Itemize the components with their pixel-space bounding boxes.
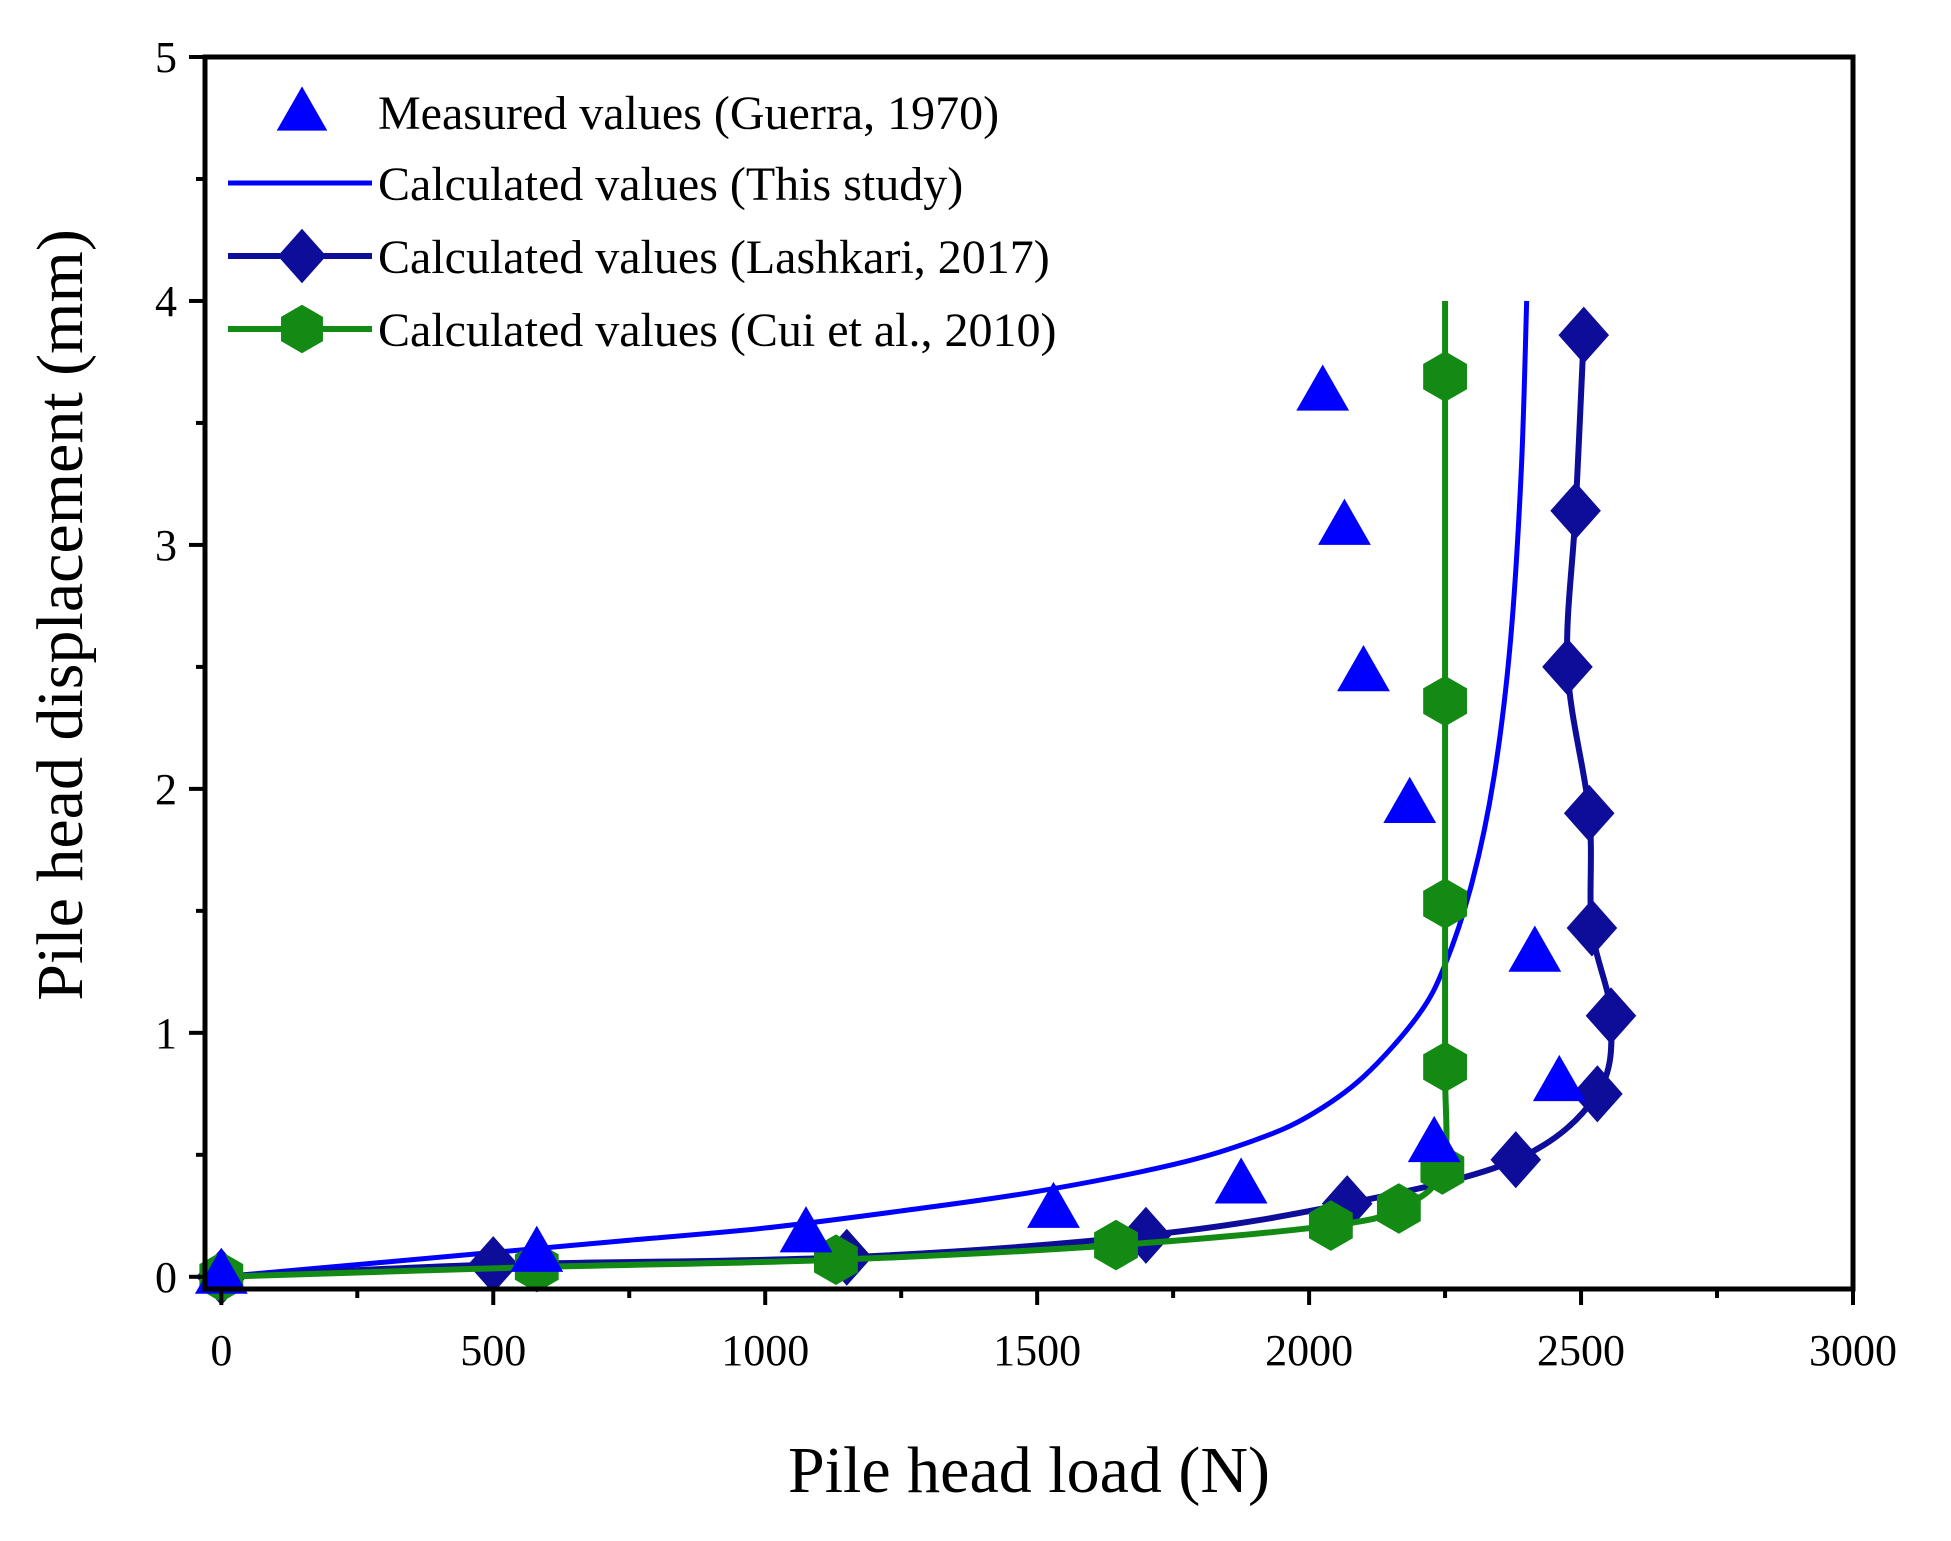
data-point xyxy=(1423,878,1467,929)
plot-frame xyxy=(202,54,1856,1292)
data-point xyxy=(1296,364,1350,411)
data-point xyxy=(1508,925,1562,972)
legend-marker xyxy=(281,304,323,354)
data-point xyxy=(1407,1115,1461,1163)
y-tick-label: 4 xyxy=(155,277,177,326)
data-point xyxy=(1572,1065,1623,1123)
legend: Measured values (Guerra, 1970) Calculated… xyxy=(228,86,1056,357)
legend-item: Calculated values (This study) xyxy=(228,158,963,211)
data-point xyxy=(510,1225,564,1272)
data-point xyxy=(1027,1181,1080,1228)
legend-label: Measured values (Guerra, 1970) xyxy=(378,87,999,140)
y-tick-label: 2 xyxy=(155,765,177,814)
x-tick-label: 500 xyxy=(460,1326,526,1375)
series-measured-values-guerra-1970 xyxy=(194,364,1586,1294)
y-tick-label: 3 xyxy=(155,521,177,570)
x-tick-label: 2500 xyxy=(1537,1326,1625,1375)
data-point xyxy=(1558,306,1610,364)
x-tick-label: 2000 xyxy=(1265,1326,1353,1375)
series-line xyxy=(221,300,1530,1280)
x-tick-label: 3000 xyxy=(1809,1326,1897,1375)
legend-item: Measured values (Guerra, 1970) xyxy=(276,86,999,140)
data-point xyxy=(1383,776,1437,823)
legend-marker xyxy=(276,86,328,131)
data-point xyxy=(1423,351,1467,402)
y-axis-title: Pile head displacement (mm) xyxy=(24,229,97,1001)
data-point xyxy=(467,1236,519,1294)
x-tick-label: 0 xyxy=(210,1326,232,1375)
legend-label: Calculated values (This study) xyxy=(378,158,963,211)
legend-label: Calculated values (Lashkari, 2017) xyxy=(378,231,1050,284)
series-calculated-values-this-study xyxy=(221,300,1530,1280)
data-point xyxy=(1423,1041,1467,1093)
legend-item: Calculated values (Lashkari, 2017) xyxy=(228,228,1050,284)
data-point xyxy=(1337,644,1390,692)
x-tick-label: 1500 xyxy=(993,1326,1081,1375)
y-tick-label: 0 xyxy=(155,1253,177,1302)
legend-marker xyxy=(277,228,327,284)
axes: 0 500 1000 1500 2000 2500 3000 0 1 2 3 4 5 xyxy=(155,33,1897,1375)
y-tick-label: 5 xyxy=(155,33,177,82)
data-point xyxy=(1563,784,1615,842)
data-point xyxy=(1542,638,1593,696)
data-point xyxy=(779,1206,833,1253)
data-point xyxy=(1376,1183,1421,1234)
x-axis-title: Pile head load (N) xyxy=(788,1434,1270,1507)
data-point xyxy=(1423,675,1467,727)
legend-label: Calculated values (Cui et al., 2010) xyxy=(378,304,1056,357)
data-point xyxy=(1094,1219,1138,1271)
data-point xyxy=(1308,1200,1353,1251)
y-tick-label: 1 xyxy=(155,1009,177,1058)
data-point xyxy=(1566,899,1618,957)
data-point xyxy=(1550,482,1601,540)
data-point xyxy=(1532,1054,1586,1102)
data-point xyxy=(1585,987,1637,1045)
data-point xyxy=(1490,1131,1542,1189)
legend-item: Calculated values (Cui et al., 2010) xyxy=(228,304,1056,357)
data-point xyxy=(1214,1157,1268,1204)
data-point xyxy=(194,1247,248,1294)
plot-area xyxy=(194,300,1637,1306)
x-tick-label: 1000 xyxy=(721,1326,809,1375)
data-point xyxy=(1318,498,1371,545)
